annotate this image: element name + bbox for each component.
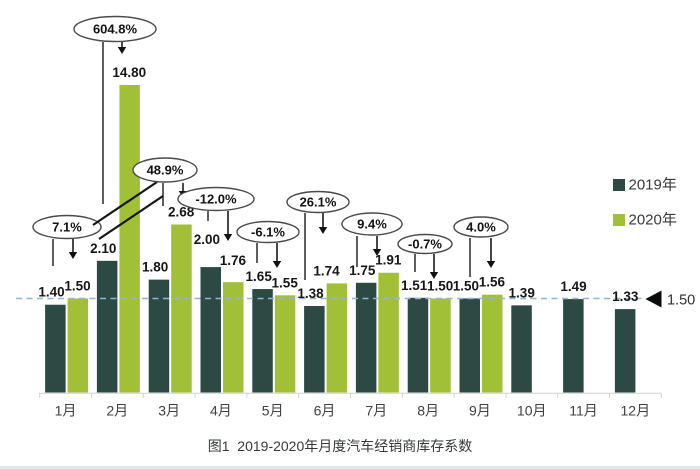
x-tick-label-m3: 3月 [158,403,180,419]
bar-2020-m1 [67,298,89,393]
value-label-2019-m2: 2.10 [90,241,116,256]
callout-arrowhead-1 [68,252,78,259]
legend-label-2020: 2020年 [629,212,677,229]
x-tick-label-m7: 7月 [365,403,387,419]
reference-line-label: 1.50 [667,293,695,309]
bar-2019-m2 [96,260,118,393]
callout-arrowhead-4 [223,234,233,241]
x-tick-label-m1: 1月 [55,403,77,419]
bar-2020-m7 [378,272,399,393]
annotation-label-6: 26.1% [300,195,337,210]
legend-label-2019: 2019年 [629,177,677,194]
bar-2020-m8 [430,298,451,393]
x-tick-label-m5: 5月 [262,403,284,419]
callout-arrowhead-2 [117,47,127,54]
bar-2019-m6 [304,305,325,393]
value-label-2020-m4: 1.76 [220,253,247,268]
annotation-bubble-4 [177,186,255,212]
annotation-bubble-8 [397,233,453,255]
bar-2019-m12 [614,309,636,393]
annotation-label-3: 48.9% [147,163,184,178]
value-label-2019-m3: 1.80 [142,260,168,275]
annotation-bubble-5 [236,220,300,244]
annotation-label-1: 7.1% [52,220,82,235]
value-label-2020-m3: 2.68 [168,204,195,219]
annotation-label-2: 604.8% [93,22,138,37]
annotation-label-9: 4.0% [466,220,496,235]
bar-2019-m10 [511,305,532,393]
figure-caption: 图1 2019-2020年月度汽车经销商库存系数 [207,438,473,454]
bar-2019-m7 [355,282,377,393]
bar-2019-m1 [45,304,66,393]
callout-arrowhead-8 [429,272,439,279]
value-label-2019-m8: 1.51 [401,278,428,293]
axis-break-mark-1 [92,181,158,226]
annotation-label-7: 9.4% [357,217,387,232]
x-tick-label-m4: 4月 [210,403,232,419]
bar-2019-m11 [563,299,584,393]
annotation-bubble-7 [341,212,403,236]
x-tick-label-m12: 12月 [621,403,651,419]
x-tick-label-m2: 2月 [106,403,128,419]
page-bottom-edge [0,465,700,469]
bar-2019-m9 [459,298,480,393]
legend-swatch-2019 [613,179,625,191]
callout-arrowhead-6 [318,227,328,234]
value-label-2020-m6: 1.74 [313,263,340,278]
value-label-2020-m1: 1.50 [64,278,90,293]
bar-2020-m3 [171,224,192,393]
callout-arrowhead-9 [486,261,496,268]
value-label-2019-m10: 1.39 [509,285,535,300]
annotation-bubble-3 [132,157,198,183]
annotation-bubble-2 [73,15,157,43]
annotation-label-5: -6.1% [251,225,285,240]
value-label-2020-m9: 1.56 [479,275,506,290]
bar-2019-m3 [148,279,170,393]
x-tick-label-m10: 10月 [517,403,547,419]
x-tick-label-m8: 8月 [417,403,439,419]
bar-2019-m8 [407,297,429,393]
bar-2020-m9 [482,294,503,393]
value-label-2019-m12: 1.33 [612,289,639,304]
value-label-2020-m8: 1.50 [427,278,453,293]
annotation-bubble-9 [453,216,509,238]
annotation-bubble-1 [32,214,102,240]
bar-2020-m2 [119,85,140,393]
axis-break-mark-2 [98,195,164,240]
reference-marker-triangle [645,290,662,308]
callout-arrowhead-7 [372,249,382,256]
value-label-2019-m11: 1.49 [560,279,586,294]
value-label-2019-m6: 1.38 [297,286,324,301]
value-label-2019-m9: 1.50 [453,278,479,293]
value-label-2019-m1: 1.40 [38,285,64,300]
value-label-2020-m5: 1.55 [272,275,299,290]
bar-2020-m6 [326,283,348,393]
bar-2020-m5 [274,295,296,393]
callout-arrowhead-5 [272,261,282,268]
bar-2019-m5 [252,289,273,393]
bar-2019-m4 [200,267,221,393]
x-tick-label-m11: 11月 [569,403,598,419]
annotation-label-4: -12.0% [195,192,237,207]
value-label-2020-m2: 14.80 [112,65,146,80]
annotation-bubble-6 [286,190,350,214]
x-tick-label-m9: 9月 [469,403,491,419]
legend-swatch-2020 [613,214,625,226]
bar-2020-m4 [223,282,244,393]
value-label-2019-m5: 1.65 [246,269,273,284]
x-tick-label-m6: 6月 [314,403,336,419]
value-label-2020-m7: 1.91 [375,253,402,268]
value-label-2019-m7: 1.75 [349,263,376,278]
value-label-2019-m4: 2.00 [194,232,220,247]
annotation-label-8: -0.7% [408,237,442,252]
